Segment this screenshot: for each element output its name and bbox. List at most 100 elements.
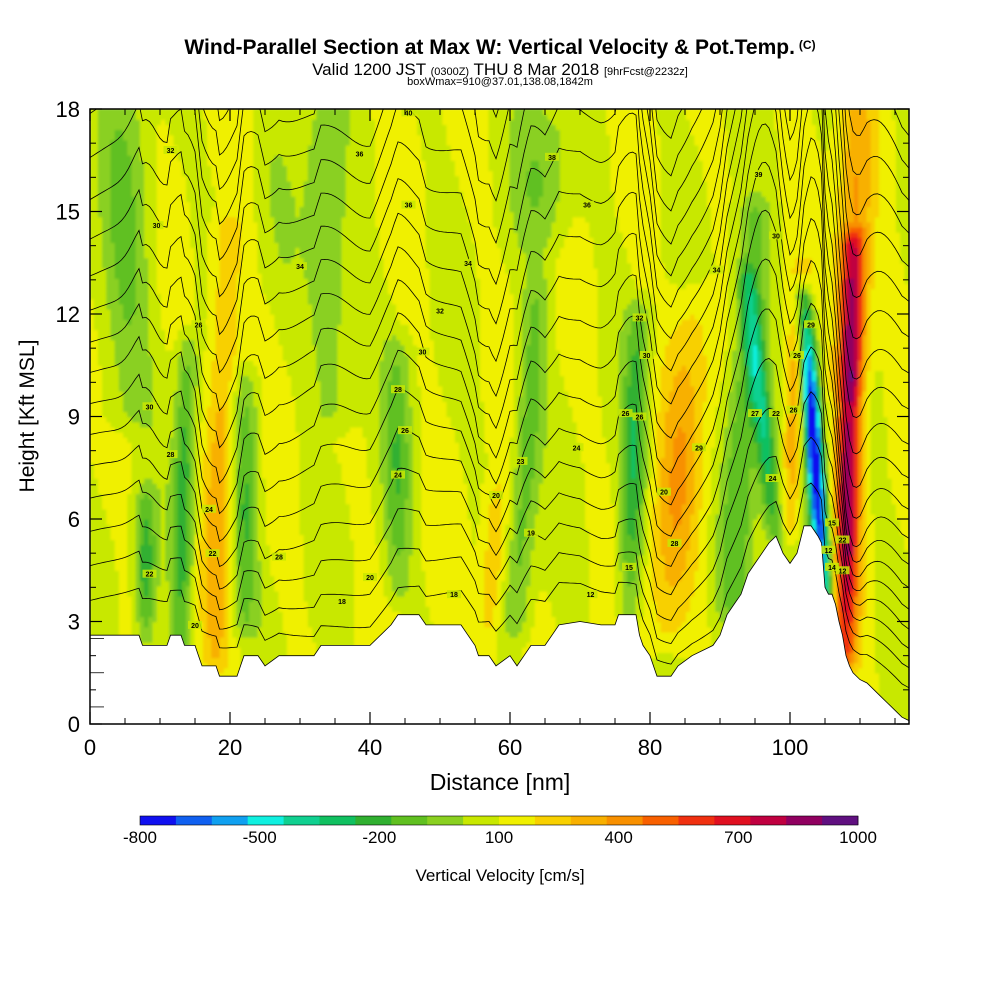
velocity-cell (123, 236, 129, 243)
velocity-cell (97, 554, 104, 561)
velocity-cell (127, 626, 133, 633)
velocity-cell (90, 252, 95, 259)
velocity-cell (131, 154, 137, 161)
velocity-cell (93, 293, 100, 300)
velocity-cell (97, 154, 104, 161)
velocity-cell (106, 487, 112, 495)
velocity-cell (131, 364, 137, 372)
velocity-cell (90, 277, 95, 284)
velocity-cell (110, 549, 116, 556)
velocity-cell (131, 513, 137, 520)
velocity-cell (102, 508, 108, 515)
velocity-cell (139, 257, 146, 264)
velocity-cell (135, 487, 142, 495)
velocity-cell (106, 477, 112, 484)
velocity-cell (123, 144, 129, 151)
velocity-cell (118, 549, 125, 556)
chart-title: Wind-Parallel Section at Max W: Vertical… (0, 36, 1000, 60)
velocity-cell (102, 426, 108, 433)
velocity-cell (114, 385, 121, 392)
velocity-cell (139, 154, 146, 161)
velocity-cell (148, 580, 154, 587)
velocity-cell (139, 416, 146, 423)
velocity-cell (106, 334, 112, 341)
velocity-cell (135, 600, 142, 607)
velocity-cell (118, 518, 125, 525)
velocity-cell (135, 523, 142, 530)
velocity-cell (114, 390, 121, 397)
velocity-cell (102, 487, 108, 495)
velocity-cell (127, 185, 133, 192)
velocity-cell (123, 492, 129, 500)
velocity-cell (139, 164, 146, 172)
velocity-cell (144, 451, 150, 459)
velocity-cell (118, 626, 125, 633)
velocity-cell (90, 195, 95, 202)
velocity-cell (118, 303, 125, 310)
velocity-cell (102, 405, 108, 413)
velocity-cell (97, 626, 104, 633)
velocity-cell (118, 195, 125, 202)
velocity-cell (93, 277, 100, 284)
velocity-cell (135, 375, 142, 382)
velocity-cell (110, 298, 116, 305)
velocity-cell (127, 615, 133, 623)
velocity-cell (118, 426, 125, 433)
velocity-cell (114, 159, 121, 167)
velocity-cell (127, 318, 133, 325)
velocity-cell (110, 175, 116, 182)
velocity-cell (148, 626, 154, 633)
velocity-cell (127, 426, 133, 433)
velocity-cell (144, 390, 150, 397)
velocity-cell (144, 426, 150, 433)
velocity-cell (110, 200, 116, 208)
velocity-cell (123, 569, 129, 577)
velocity-cell (97, 334, 104, 341)
velocity-cell (97, 595, 104, 602)
velocity-cell (144, 170, 150, 177)
velocity-cell (90, 472, 95, 479)
velocity-cell (90, 457, 95, 464)
velocity-cell (118, 354, 125, 361)
velocity-cell (139, 631, 146, 638)
velocity-cell (106, 257, 112, 264)
velocity-cell (102, 246, 108, 254)
velocity-cell (144, 262, 150, 269)
velocity-cell (114, 395, 121, 402)
velocity-cell (144, 528, 150, 536)
velocity-cell (110, 631, 116, 638)
velocity-cell (135, 113, 142, 120)
velocity-cell (131, 467, 137, 474)
velocity-cell (131, 626, 137, 633)
velocity-cell (131, 492, 137, 500)
velocity-cell (144, 113, 150, 120)
velocity-cell (144, 554, 150, 561)
velocity-cell (114, 436, 121, 443)
velocity-cell (93, 523, 100, 530)
velocity-cell (93, 313, 100, 320)
velocity-cell (90, 257, 95, 264)
velocity-cell (139, 123, 146, 131)
velocity-cell (135, 421, 142, 428)
velocity-cell (135, 400, 142, 407)
velocity-cell (144, 195, 150, 202)
velocity-cell (131, 631, 137, 638)
velocity-cell (93, 282, 100, 290)
velocity-cell (97, 395, 104, 402)
velocity-cell (93, 380, 100, 387)
velocity-cell (90, 380, 95, 387)
velocity-cell (106, 533, 112, 541)
velocity-cell (114, 533, 121, 541)
velocity-cell (127, 123, 133, 131)
velocity-cell (102, 277, 108, 284)
velocity-cell (97, 313, 104, 320)
velocity-cell (127, 334, 133, 341)
velocity-cell (144, 508, 150, 515)
velocity-cell (127, 395, 133, 402)
velocity-cell (102, 134, 108, 141)
velocity-cell (110, 492, 116, 500)
velocity-cell (93, 339, 100, 346)
velocity-cell (144, 344, 150, 351)
velocity-cell (110, 416, 116, 423)
velocity-cell (118, 441, 125, 448)
